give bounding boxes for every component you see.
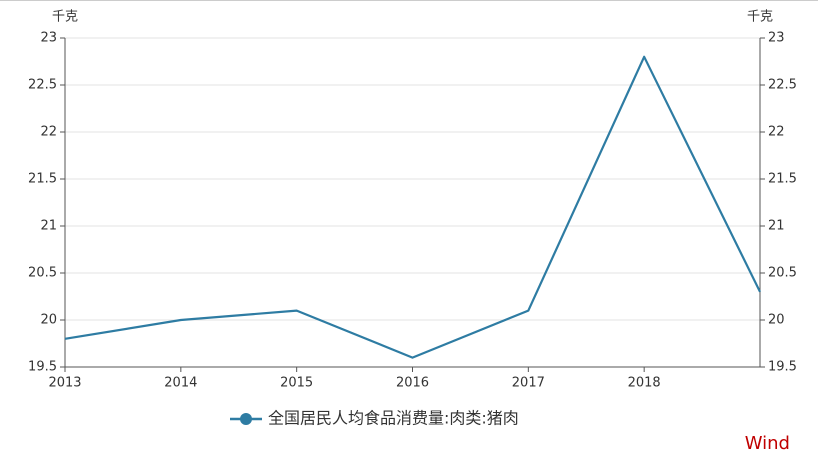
y2-tick-label: 19.5 bbox=[768, 360, 797, 375]
y2-unit: 千克 bbox=[747, 10, 773, 25]
y2-tick-label: 22.5 bbox=[768, 78, 797, 93]
x-tick-label: 2015 bbox=[280, 376, 313, 391]
x-tick-label: 2014 bbox=[164, 376, 197, 391]
y2-tick-label: 20.5 bbox=[768, 266, 797, 281]
y-tick-label: 19.5 bbox=[28, 360, 57, 375]
y2-tick-label: 20 bbox=[768, 313, 785, 328]
y-tick-label: 20 bbox=[40, 313, 57, 328]
x-tick-label: 2013 bbox=[48, 376, 81, 391]
y2-tick-label: 23 bbox=[768, 31, 785, 46]
y-unit: 千克 bbox=[52, 10, 78, 25]
y2-tick-label: 22 bbox=[768, 125, 785, 140]
watermark: Wind bbox=[745, 433, 790, 454]
x-tick-label: 2016 bbox=[396, 376, 429, 391]
legend-marker bbox=[240, 413, 252, 425]
y2-tick-label: 21 bbox=[768, 219, 785, 234]
x-tick-label: 2017 bbox=[512, 376, 545, 391]
legend-label: 全国居民人均食品消费量:肉类:猪肉 bbox=[268, 409, 519, 428]
y2-tick-label: 21.5 bbox=[768, 172, 797, 187]
y-tick-label: 20.5 bbox=[28, 266, 57, 281]
x-tick-label: 2018 bbox=[628, 376, 661, 391]
y-tick-label: 21.5 bbox=[28, 172, 57, 187]
y-tick-label: 22.5 bbox=[28, 78, 57, 93]
y-tick-label: 21 bbox=[40, 219, 57, 234]
y-tick-label: 22 bbox=[40, 125, 57, 140]
y-tick-label: 23 bbox=[40, 31, 57, 46]
data-line bbox=[64, 55, 761, 359]
